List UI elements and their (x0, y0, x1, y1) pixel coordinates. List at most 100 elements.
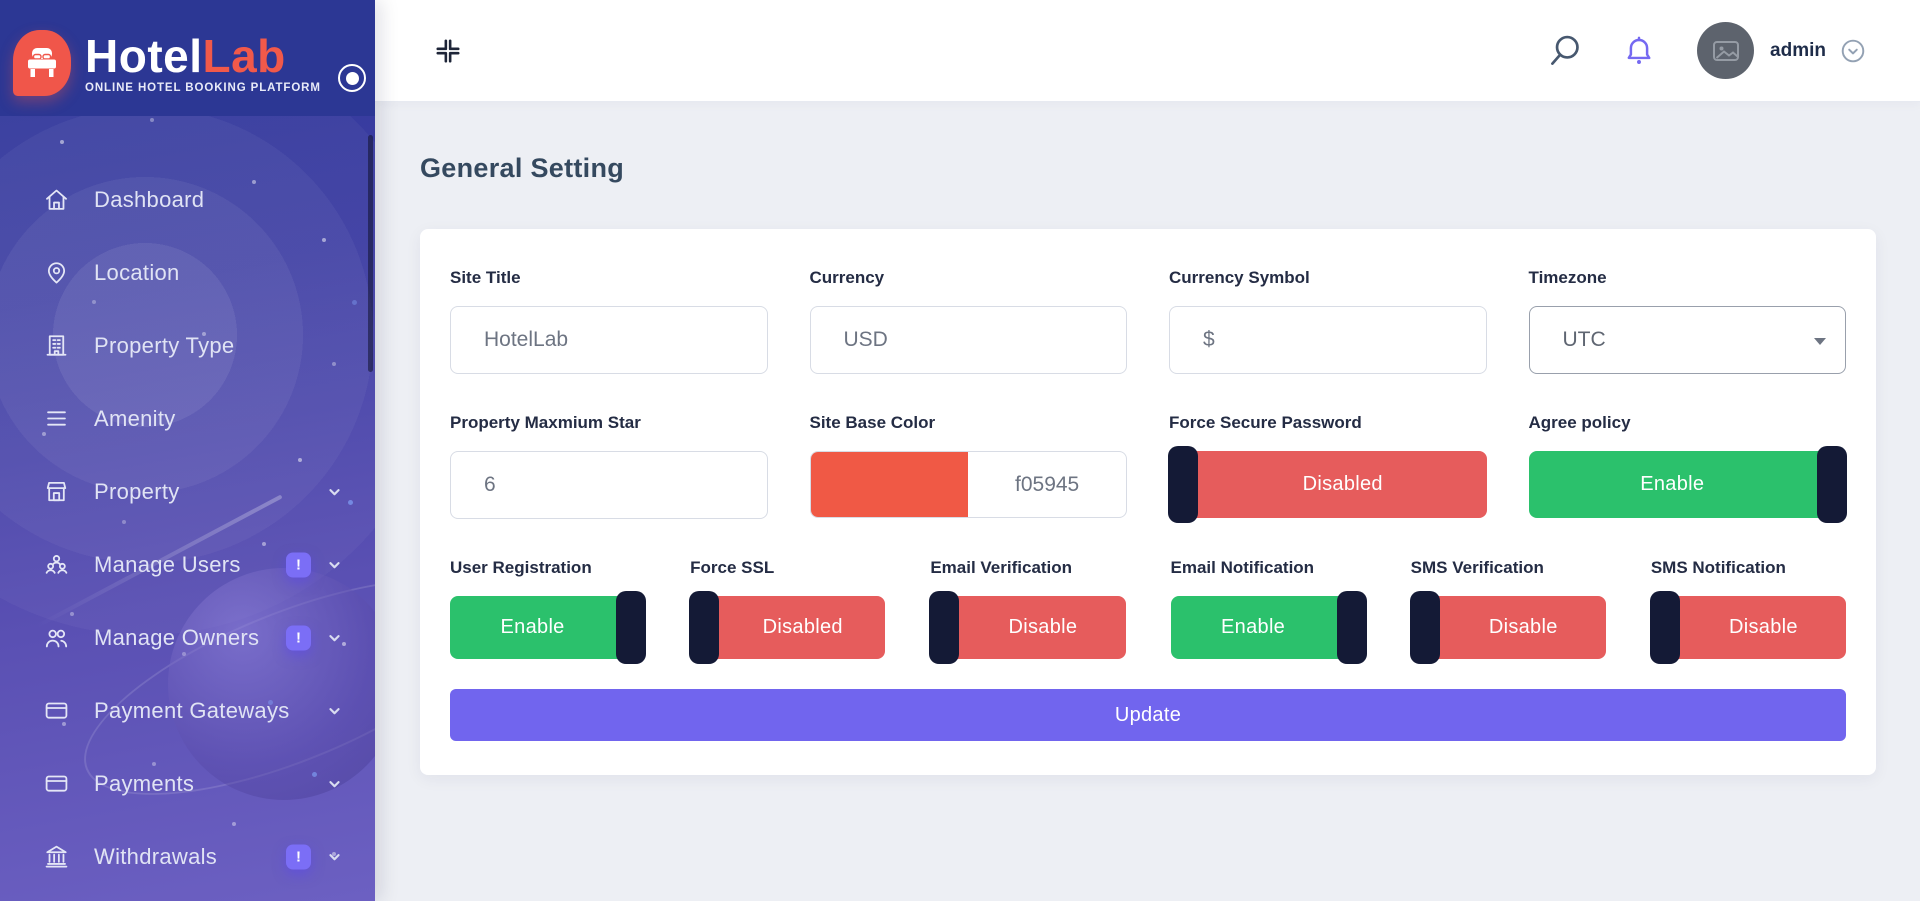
sms-notification-toggle[interactable]: Disable (1649, 591, 1846, 664)
user-registration-toggle[interactable]: Enable (450, 591, 647, 664)
chevron-down-circle-icon[interactable] (1840, 38, 1866, 64)
toggle-knob (1817, 446, 1847, 523)
sidebar-scrollbar[interactable] (368, 135, 373, 372)
sidebar-item-label: Dashboard (94, 186, 205, 212)
toggle-knob (689, 591, 720, 664)
sms-verification-label: SMS Verification (1410, 558, 1544, 577)
user-name[interactable]: admin (1770, 39, 1826, 61)
sidebar-item-property-type[interactable]: Property Type (0, 309, 375, 382)
toggle-state-label: Disabled (762, 616, 843, 638)
planet-decoration (168, 568, 375, 800)
sms-verification-field-group: SMS Verification Disable (1409, 557, 1606, 664)
site-base-color-label: Site Base Color (809, 413, 936, 432)
toggle-knob (616, 591, 647, 664)
stars-blue-decoration (0, 0, 5, 5)
sidebar-item-dashboard[interactable]: Dashboard (0, 163, 375, 236)
force-ssl-label: Force SSL (690, 558, 775, 577)
sidebar-item-location[interactable]: Location (0, 236, 375, 309)
currency-label: Currency (809, 268, 885, 287)
map-pin-icon (43, 259, 70, 286)
page-title: General Setting (420, 153, 625, 183)
site-base-color-picker[interactable]: f05945 (809, 451, 1127, 518)
chevron-down-icon (327, 630, 342, 645)
sidebar-item-payments[interactable]: Payments (0, 747, 375, 820)
sidebar-item-manage-owners[interactable]: Manage Owners! (0, 601, 375, 674)
sidebar-item-property[interactable]: Property (0, 455, 375, 528)
currency-symbol-label: Currency Symbol (1169, 268, 1310, 287)
currency-input[interactable] (809, 306, 1127, 374)
email-verification-label: Email Verification (930, 558, 1073, 577)
form-row-3: User Registration Enable Force SSL Disabled… (450, 557, 1846, 664)
sidebar-item-manage-users[interactable]: Manage Users! (0, 528, 375, 601)
color-swatch (810, 452, 969, 517)
timezone-value: UTC (1562, 328, 1606, 351)
sidebar-item-label: Payment Gateways (94, 697, 290, 723)
force-secure-password-toggle[interactable]: Disabled (1168, 446, 1487, 523)
site-title-input[interactable] (450, 306, 768, 374)
form-row-1: Site Title Currency Currency Symbol Time… (450, 267, 1846, 374)
currency-symbol-field-group: Currency Symbol (1169, 267, 1487, 374)
alert-badge: ! (286, 625, 311, 650)
bank-icon (43, 843, 70, 870)
sidebar: HotelLab ONLINE HOTEL BOOKING PLATFORM D… (0, 0, 375, 901)
toggle-knob (1168, 446, 1198, 523)
timezone-select[interactable]: UTC (1528, 306, 1846, 374)
alert-badge: ! (286, 844, 311, 869)
building-icon (43, 332, 70, 359)
bell-icon[interactable] (1623, 34, 1655, 68)
brand-name-primary: Hotel (85, 29, 203, 82)
email-verification-toggle[interactable]: Disable (929, 591, 1126, 664)
owners-icon (43, 624, 70, 651)
toggle-state-label: Disable (1729, 616, 1798, 638)
credit-card-icon (43, 697, 70, 724)
sidebar-item-label: Location (94, 259, 180, 285)
search-icon[interactable] (1547, 33, 1583, 69)
sidebar-item-label: Manage Owners (94, 624, 260, 650)
email-notification-label: Email Notification (1170, 558, 1315, 577)
sidebar-item-label: Manage Users (94, 551, 241, 577)
sidebar-item-payment-gateways[interactable]: Payment Gateways (0, 674, 375, 747)
chevron-down-icon (327, 703, 342, 718)
currency-symbol-input[interactable] (1169, 306, 1487, 374)
sidebar-item-label: Payments (94, 770, 195, 796)
sidebar-item-withdrawals[interactable]: Withdrawals! (0, 820, 375, 893)
sms-notification-label: SMS Notification (1650, 558, 1786, 577)
topbar-right: admin (1547, 22, 1920, 79)
radio-circle-icon[interactable] (338, 64, 366, 92)
sms-verification-toggle[interactable]: Disable (1409, 591, 1606, 664)
sms-notification-field-group: SMS Notification Disable (1649, 557, 1846, 664)
toggle-state-label: Enable (500, 616, 565, 638)
bed-icon (13, 30, 71, 96)
chevron-down-icon (327, 849, 342, 864)
site-title-label: Site Title (450, 268, 521, 287)
property-max-star-input[interactable] (450, 451, 768, 519)
topbar: admin (375, 0, 1920, 101)
main-content: General Setting Site Title Currency Curr… (375, 101, 1920, 901)
property-max-star-label: Property Maxmium Star (450, 413, 641, 432)
site-title-field-group: Site Title (450, 267, 768, 374)
force-ssl-toggle[interactable]: Disabled (689, 591, 886, 664)
home-icon (43, 186, 70, 213)
sidebar-item-amenity[interactable]: Amenity (0, 382, 375, 455)
toggle-state-label: Enable (1640, 473, 1705, 495)
avatar[interactable] (1697, 22, 1755, 79)
user-registration-field-group: User Registration Enable (450, 557, 647, 664)
update-button[interactable]: Update (450, 689, 1846, 741)
storefront-icon (43, 478, 70, 505)
alert-badge: ! (286, 552, 311, 577)
agree-policy-toggle[interactable]: Enable (1528, 446, 1847, 523)
sidebar-menu: Dashboard Location Property Type Amenity Pro… (0, 163, 375, 893)
site-base-color-field-group: Site Base Color f05945 (809, 412, 1127, 519)
force-ssl-field-group: Force SSL Disabled (689, 557, 886, 664)
compress-icon[interactable] (433, 36, 463, 66)
sidebar-item-label: Withdrawals (94, 843, 218, 869)
timezone-label: Timezone (1528, 268, 1607, 287)
toggle-knob (1409, 591, 1440, 664)
credit-card-icon (43, 770, 70, 797)
users-group-icon (43, 551, 70, 578)
email-notification-toggle[interactable]: Enable (1170, 591, 1367, 664)
timezone-field-group: Timezone UTC (1528, 267, 1846, 374)
brand-logo[interactable]: HotelLab ONLINE HOTEL BOOKING PLATFORM (13, 30, 321, 96)
email-notification-field-group: Email Notification Enable (1170, 557, 1367, 664)
